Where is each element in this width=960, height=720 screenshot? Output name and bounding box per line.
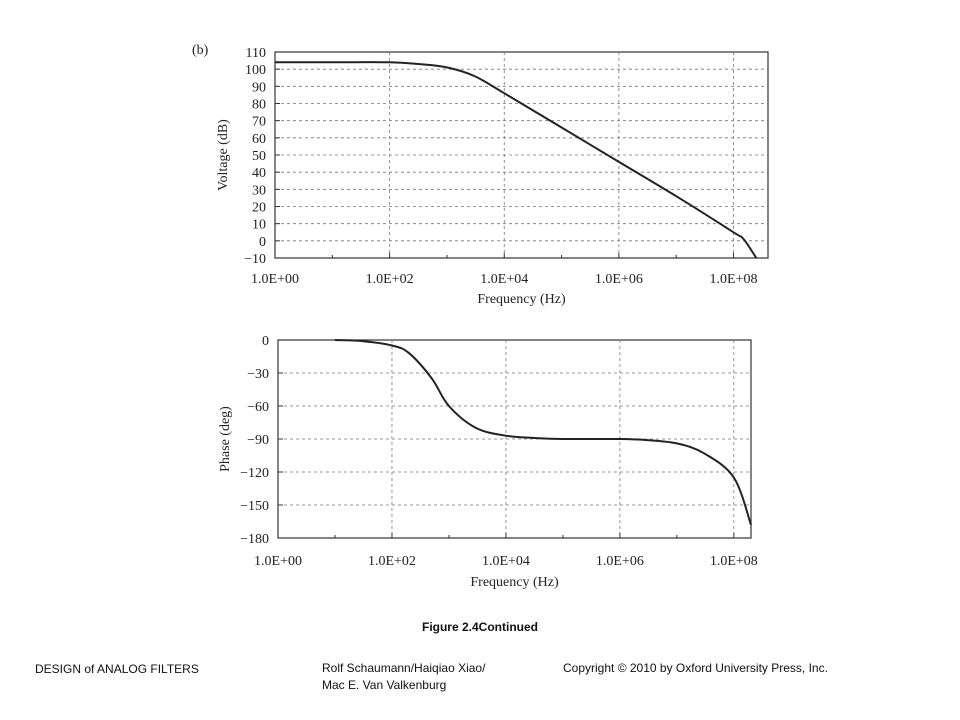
x-tick-label: 1.0E+00 bbox=[254, 554, 302, 569]
x-tick-label: 1.0E+04 bbox=[482, 554, 530, 569]
x-tick-label: 1.0E+08 bbox=[710, 272, 758, 287]
y-tick-label: 110 bbox=[246, 46, 266, 61]
y-tick-label: 80 bbox=[252, 98, 266, 113]
x-tick-label: 1.0E+06 bbox=[595, 272, 643, 287]
y-tick-label: 70 bbox=[252, 115, 266, 130]
y-tick-label: 90 bbox=[252, 80, 266, 95]
y-tick-label: −60 bbox=[247, 400, 269, 415]
y-tick-label: 10 bbox=[252, 218, 266, 233]
y-tick-label: 60 bbox=[252, 132, 266, 147]
voltage-chart: −10 0 10 20 30 40 50 60 70 80 90 100 110 1.0E+00 1.0E+… bbox=[192, 43, 769, 307]
y-tick-label: 100 bbox=[245, 63, 266, 78]
phase-chart: 0 −30 −60 −90 −120 −150 −180 1.0E+00 1.0E+02 1.0E… bbox=[218, 334, 758, 590]
y-tick-label: 0 bbox=[259, 235, 266, 250]
panel-label: (b) bbox=[192, 43, 209, 58]
footer-authors-line2: Mac E. Van Valkenburg bbox=[322, 678, 447, 692]
x-tick-label: 1.0E+02 bbox=[368, 554, 416, 569]
x-tick-label: 1.0E+02 bbox=[366, 272, 414, 287]
footer-authors: Rolf Schaumann/Haiqiao Xiao/ Mac E. Van … bbox=[322, 660, 485, 694]
y-tick-label: 20 bbox=[252, 201, 266, 216]
y-tick-label: −150 bbox=[240, 499, 269, 514]
x-tick-label: 1.0E+06 bbox=[596, 554, 644, 569]
y-axis-label: Voltage (dB) bbox=[216, 119, 231, 191]
x-axis-label: Frequency (Hz) bbox=[477, 292, 566, 307]
x-tick-label: 1.0E+08 bbox=[710, 554, 758, 569]
x-tick-label: 1.0E+04 bbox=[480, 272, 528, 287]
footer-book-title: DESIGN of ANALOG FILTERS bbox=[35, 662, 199, 676]
y-tick-label: 40 bbox=[252, 166, 266, 181]
y-tick-label: 50 bbox=[252, 149, 266, 164]
figure-caption: Figure 2.4Continued bbox=[421, 620, 538, 634]
x-tick-label: 1.0E+00 bbox=[251, 272, 299, 287]
y-tick-label: −90 bbox=[247, 433, 269, 448]
y-tick-label: 0 bbox=[262, 334, 269, 349]
y-tick-label: −30 bbox=[247, 367, 269, 382]
series-line bbox=[334, 339, 752, 526]
y-tick-label: −180 bbox=[240, 532, 269, 547]
x-axis-label: Frequency (Hz) bbox=[470, 575, 559, 590]
footer-authors-line1: Rolf Schaumann/Haiqiao Xiao/ bbox=[322, 661, 486, 675]
series-line bbox=[275, 61, 758, 259]
y-tick-label: −120 bbox=[240, 466, 269, 481]
footer-copyright: Copyright © 2010 by Oxford University Pr… bbox=[563, 661, 828, 675]
y-tick-label: −10 bbox=[244, 252, 266, 267]
y-axis-label: Phase (deg) bbox=[218, 406, 233, 472]
y-tick-label: 30 bbox=[252, 183, 266, 198]
